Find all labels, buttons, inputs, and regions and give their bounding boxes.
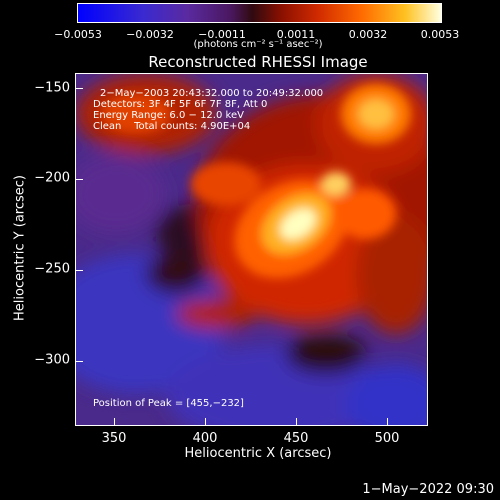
colorbar <box>77 3 442 23</box>
colorbar-tick: −0.0053 <box>54 28 102 41</box>
info-detectors: Detectors: 3F 4F 5F 6F 7F 8F, Att 0 <box>93 99 268 110</box>
colorbar-tick: 0.0032 <box>348 28 388 41</box>
image-title: Reconstructed RHESSI Image <box>148 53 368 71</box>
info-counts: Clean Total counts: 4.90E+04 <box>93 121 251 132</box>
rhessi-image: 2−May−2003 20:43:32.000 to 20:49:32.000 … <box>75 73 428 426</box>
info-time-range: 2−May−2003 20:43:32.000 to 20:49:32.000 <box>100 88 324 99</box>
info-energy-range: Energy Range: 6.0 − 12.0 keV <box>93 110 244 121</box>
y-tick-label: −150 <box>34 80 70 96</box>
x-tick-label: 500 <box>374 431 400 446</box>
colorbar-tick: −0.0011 <box>198 28 246 41</box>
x-tick-label: 350 <box>101 431 127 446</box>
x-axis-label: Heliocentric X (arcsec) <box>184 446 332 461</box>
timestamp: 1−May−2022 09:30 <box>362 482 494 497</box>
colorbar-tick: −0.0032 <box>126 28 174 41</box>
x-tick-label: 400 <box>192 431 218 446</box>
colorbar-tick: 0.0053 <box>420 28 460 41</box>
y-tick-label: −300 <box>34 352 70 368</box>
flux-map <box>76 74 427 425</box>
x-tick-label: 450 <box>283 431 309 446</box>
colorbar-unit: (photons cm⁻² s⁻¹ asec⁻²) <box>193 39 323 50</box>
y-tick-label: −200 <box>34 170 70 186</box>
y-axis-label: Heliocentric Y (arcsec) <box>12 175 28 321</box>
colorbar-tick: 0.0011 <box>276 28 316 41</box>
y-tick-label: −250 <box>34 261 70 277</box>
info-peak-position: Position of Peak = [455,−232] <box>93 398 244 409</box>
